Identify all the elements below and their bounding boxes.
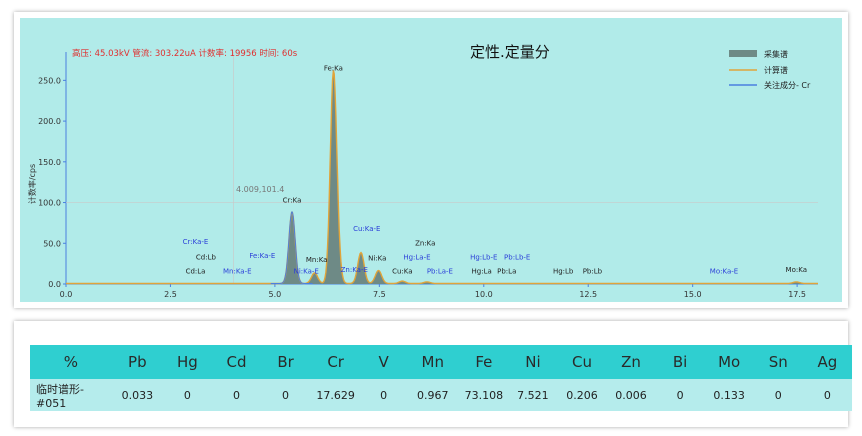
col-header: Cu: [571, 353, 592, 371]
y-tick-label: 100.0: [38, 199, 61, 208]
col-header: Sn: [768, 353, 788, 371]
legend-label-calc: 计算谱: [764, 65, 788, 75]
legend-label-collected: 采集谱: [764, 49, 788, 59]
col-header: Ag: [817, 353, 838, 371]
table-cell: 17.629: [316, 388, 355, 402]
peak-label: Cd:Lb: [196, 254, 217, 262]
table-header-row: % Pb Hg Cd Br Cr V Mn Fe Ni Cu Zn Bi Mo …: [30, 345, 852, 379]
y-tick-label: 150.0: [38, 158, 61, 167]
col-header: %: [63, 353, 79, 371]
table-cell: 0: [282, 388, 290, 402]
legend-label-focus: 关注成分- Cr: [764, 80, 811, 90]
peak-label: Pb:Lb-E: [504, 254, 530, 262]
calculated-spectrum-line: [66, 70, 818, 285]
x-tick-label: 15.0: [684, 290, 702, 299]
spectrum-chart: 0.0 2.5 5.0 7.5 10.0 12.5 15.0 17.5 0.0 50.0 100.0…: [20, 18, 842, 302]
x-tick-label: 10.0: [475, 290, 493, 299]
result-table-area: % Pb Hg Cd Br Cr V Mn Fe Ni Cu Zn Bi Mo …: [30, 345, 852, 411]
col-header: Mo: [718, 353, 741, 371]
peak-label: Pb:Lb: [583, 267, 603, 275]
col-header: V: [378, 353, 389, 371]
col-header: Zn: [621, 353, 641, 371]
peak-label: Mo:Ka-E: [710, 267, 738, 275]
x-tick-label: 17.5: [788, 290, 806, 299]
x-tick-label: 12.5: [579, 290, 597, 299]
table-row[interactable]: 临时谱形-#051 0.033 0 0 0 17.629 0 0.967 73.…: [30, 379, 852, 411]
info-line: 高压: 45.03kV 管流: 303.22uA 计数率: 19956 时间: …: [72, 48, 298, 59]
col-header: Fe: [475, 353, 493, 371]
spectrum-chart-panel: 0.0 2.5 5.0 7.5 10.0 12.5 15.0 17.5 0.0 50.0 100.0…: [14, 12, 848, 308]
col-header: Pb: [128, 353, 147, 371]
col-header: Cd: [226, 353, 247, 371]
plot-area: [20, 18, 842, 302]
peak-label: Zn:Ka-E: [341, 266, 368, 274]
table-cell: 7.521: [517, 388, 549, 402]
peak-label: Ni:Ka: [368, 254, 386, 262]
col-header: Ni: [525, 353, 541, 371]
x-tick-label: 5.0: [269, 290, 282, 299]
x-tick-label: 0.0: [60, 290, 73, 299]
col-header: Hg: [177, 353, 198, 371]
peak-label: Zn:Ka: [415, 240, 435, 248]
table-cell: 0: [232, 388, 240, 402]
peak-label: Cu:Ka: [392, 267, 412, 275]
col-header: Br: [277, 353, 294, 371]
peak-label: Fe:Ka-E: [249, 252, 275, 260]
peak-label: Mn:Ka: [306, 256, 328, 264]
table-cell: 0.133: [713, 388, 745, 402]
legend-swatch-collected: [729, 50, 757, 57]
table-cell: 0.033: [121, 388, 154, 402]
table-header-bar: [30, 345, 852, 379]
peak-label: Mn:Ka-E: [223, 267, 252, 275]
y-axis-label: 计数率/cps: [27, 164, 37, 204]
spectrum-series: [66, 70, 818, 285]
result-table-panel: % Pb Hg Cd Br Cr V Mn Fe Ni Cu Zn Bi Mo …: [14, 321, 852, 427]
table-cell: 0: [823, 388, 831, 402]
table-cell: 0.006: [615, 388, 647, 402]
table-cell: 0: [774, 388, 782, 402]
chart-title: 定性.定量分: [470, 43, 550, 61]
peak-label: Mo:Ka: [786, 266, 807, 274]
table-cell: 0.206: [566, 388, 598, 402]
y-tick-label: 250.0: [38, 76, 61, 85]
legend: 采集谱 计算谱 关注成分- Cr: [729, 49, 811, 90]
peak-labels: Fe:Ka Cr:Ka Cu:Ka-E Cr:Ka-E Cd:Lb Fe:Ka-E Mn:K…: [183, 65, 807, 276]
peak-label: Cr:Ka: [283, 197, 302, 205]
sample-name-cell: 临时谱形-#051: [36, 382, 84, 410]
peak-label: Hg:Lb-E: [470, 254, 497, 262]
peak-label: Hg:La-E: [403, 254, 430, 262]
table-cell: 0: [380, 388, 388, 402]
peak-label: Hg:La: [472, 267, 492, 275]
table-cell: 0: [183, 388, 191, 402]
focus-component-line: [270, 211, 313, 284]
result-table: % Pb Hg Cd Br Cr V Mn Fe Ni Cu Zn Bi Mo …: [30, 345, 852, 411]
peak-label: Pb:La-E: [427, 267, 453, 275]
x-tick-label: 2.5: [164, 290, 177, 299]
peak-label: Fe:Ka: [324, 65, 343, 73]
col-header: Mn: [421, 353, 444, 371]
table-cell: 0.967: [417, 388, 449, 402]
y-tick-label: 200.0: [38, 117, 61, 126]
y-tick-label: 50.0: [43, 239, 61, 248]
peak-label: Pb:La: [497, 267, 516, 275]
x-tick-label: 7.5: [373, 290, 386, 299]
peak-label: Ni:Ka-E: [294, 267, 319, 275]
peak-label: Hg:Lb: [553, 267, 574, 275]
table-cell: 73.108: [464, 388, 504, 402]
peak-label: Cd:La: [186, 267, 206, 275]
col-header: Bi: [672, 353, 688, 371]
cursor-readout: 4.009,101.4: [236, 185, 284, 194]
peak-label: Cr:Ka-E: [183, 238, 209, 246]
y-tick-label: 0.0: [48, 280, 61, 289]
table-cell: 0: [676, 388, 684, 402]
peak-label: Cu:Ka-E: [353, 225, 380, 233]
col-header: Cr: [327, 353, 344, 371]
